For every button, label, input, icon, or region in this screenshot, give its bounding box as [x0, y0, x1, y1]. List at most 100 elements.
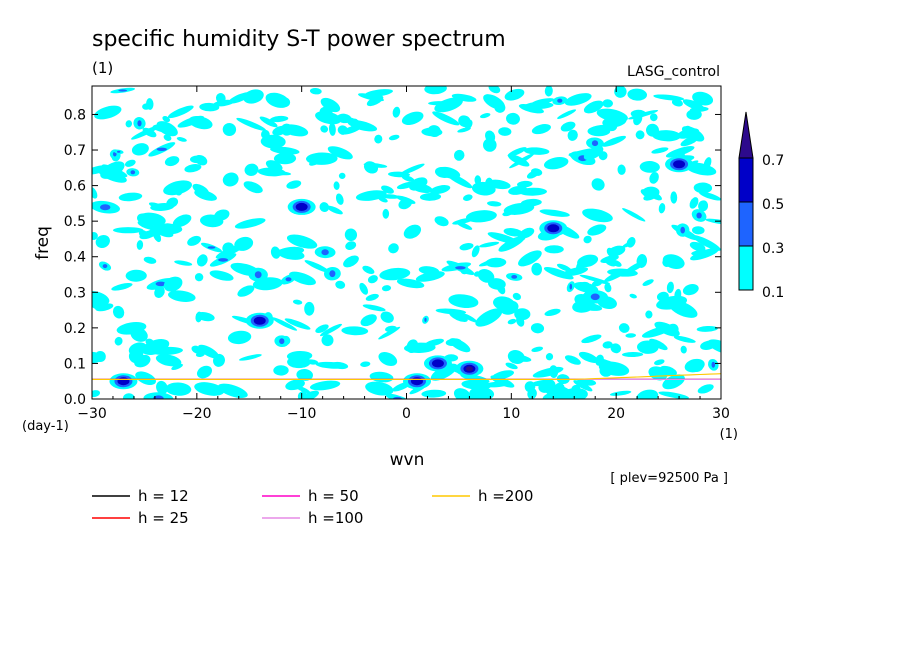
contour-patch [504, 88, 525, 101]
contour-patch [603, 269, 628, 283]
contour-patch [359, 282, 369, 295]
contour-patch [176, 137, 187, 142]
contour-patch [573, 380, 593, 392]
contour-patch [237, 285, 255, 297]
contour-patch [670, 191, 678, 204]
contour-patch [398, 198, 412, 210]
contour-patch [518, 250, 542, 267]
colorbar-segment [738, 201, 754, 247]
y-tick-label: 0.1 [64, 356, 86, 372]
contour-patch [320, 97, 341, 113]
contour-patch [222, 172, 239, 187]
contour-patch [196, 365, 213, 379]
contour-patch [627, 88, 647, 101]
contour-patch [321, 334, 334, 347]
contour-patch [135, 371, 156, 385]
contour-patch [146, 223, 172, 237]
contour-patch [100, 204, 111, 211]
contour-patch [95, 303, 114, 312]
contour-patch [583, 146, 604, 161]
contour-patch [600, 255, 619, 264]
contour-patch [503, 228, 523, 237]
contour-patch [587, 224, 607, 236]
contour-patch [319, 202, 330, 213]
contour-patch [393, 396, 402, 399]
contour-patch [649, 172, 659, 184]
contour-patch [451, 93, 477, 102]
contour-patch [295, 385, 311, 394]
contour-patch [686, 109, 702, 120]
contour-patch [344, 228, 358, 242]
contour-patch [137, 220, 156, 230]
peak-contour-0.5 [117, 377, 130, 386]
contour-patch [684, 358, 705, 373]
contour-patch [162, 116, 171, 123]
contour-patch [366, 95, 384, 107]
contour-patch [304, 301, 315, 316]
contour-patch [545, 353, 554, 361]
contour-patch [507, 318, 517, 325]
contour-patch [488, 278, 506, 290]
contour-patch [606, 121, 618, 132]
contour-patch [341, 326, 369, 336]
contour-field [92, 86, 721, 399]
contour-patch [177, 115, 205, 128]
contour-patch [286, 180, 302, 189]
peak-contour-0.5 [547, 224, 560, 233]
contour-patch [503, 202, 535, 215]
contour-patch [174, 260, 193, 266]
contour-patch [662, 374, 685, 390]
contour-patch [609, 390, 632, 396]
y-tick-label: 0.5 [64, 214, 86, 230]
contour-patch [530, 168, 543, 176]
legend-label: h =200 [478, 487, 533, 505]
contour-patch [696, 212, 702, 219]
contour-patch [187, 235, 202, 246]
contour-patch [111, 282, 133, 291]
contour-patch [137, 120, 142, 127]
x-tick-label: −30 [77, 406, 107, 422]
contour-patch [658, 203, 666, 214]
contour-patch [445, 172, 473, 189]
x-tick-label: 10 [502, 406, 520, 422]
contour-patch [125, 120, 133, 128]
contour-patch [315, 361, 347, 369]
colorbar-label: 0.3 [762, 241, 784, 257]
contour-patch [326, 205, 343, 215]
contour-patch [471, 245, 480, 258]
y-tick-label: 0.8 [64, 107, 86, 123]
units-label: (1) [92, 59, 113, 77]
contour-patch [539, 209, 570, 217]
contour-patch [523, 147, 550, 155]
contour-patch [336, 113, 352, 124]
contour-patch [531, 124, 551, 135]
contour-patch [172, 214, 192, 228]
contour-patch [154, 286, 165, 298]
contour-patch [479, 241, 500, 248]
contour-patch [477, 269, 495, 283]
contour-patch [244, 163, 259, 176]
x-axis-label: wvn [390, 450, 425, 470]
contour-patch [227, 330, 252, 345]
contour-patch [257, 167, 286, 177]
level-note: [ plev=92500 Pa ] [610, 471, 728, 486]
contour-patch [506, 112, 520, 125]
contour-patch [531, 98, 554, 106]
y-unit-label: (day-1) [22, 419, 69, 434]
contour-patch [658, 391, 689, 399]
contour-patch [689, 197, 699, 209]
contour-patch [587, 126, 611, 137]
contour-patch [304, 260, 330, 273]
contour-patch [374, 134, 383, 144]
legend-label: h =100 [308, 509, 363, 527]
contour-patch [217, 383, 248, 398]
contour-patch [130, 327, 148, 342]
contour-patch [234, 218, 266, 229]
contour-patch [138, 230, 149, 238]
contour-patch [285, 277, 292, 282]
contour-patch [517, 180, 533, 188]
x-tick-label: 0 [402, 406, 411, 422]
contour-patch [401, 111, 424, 125]
contour-patch [703, 157, 712, 170]
contour-patch [131, 143, 149, 156]
